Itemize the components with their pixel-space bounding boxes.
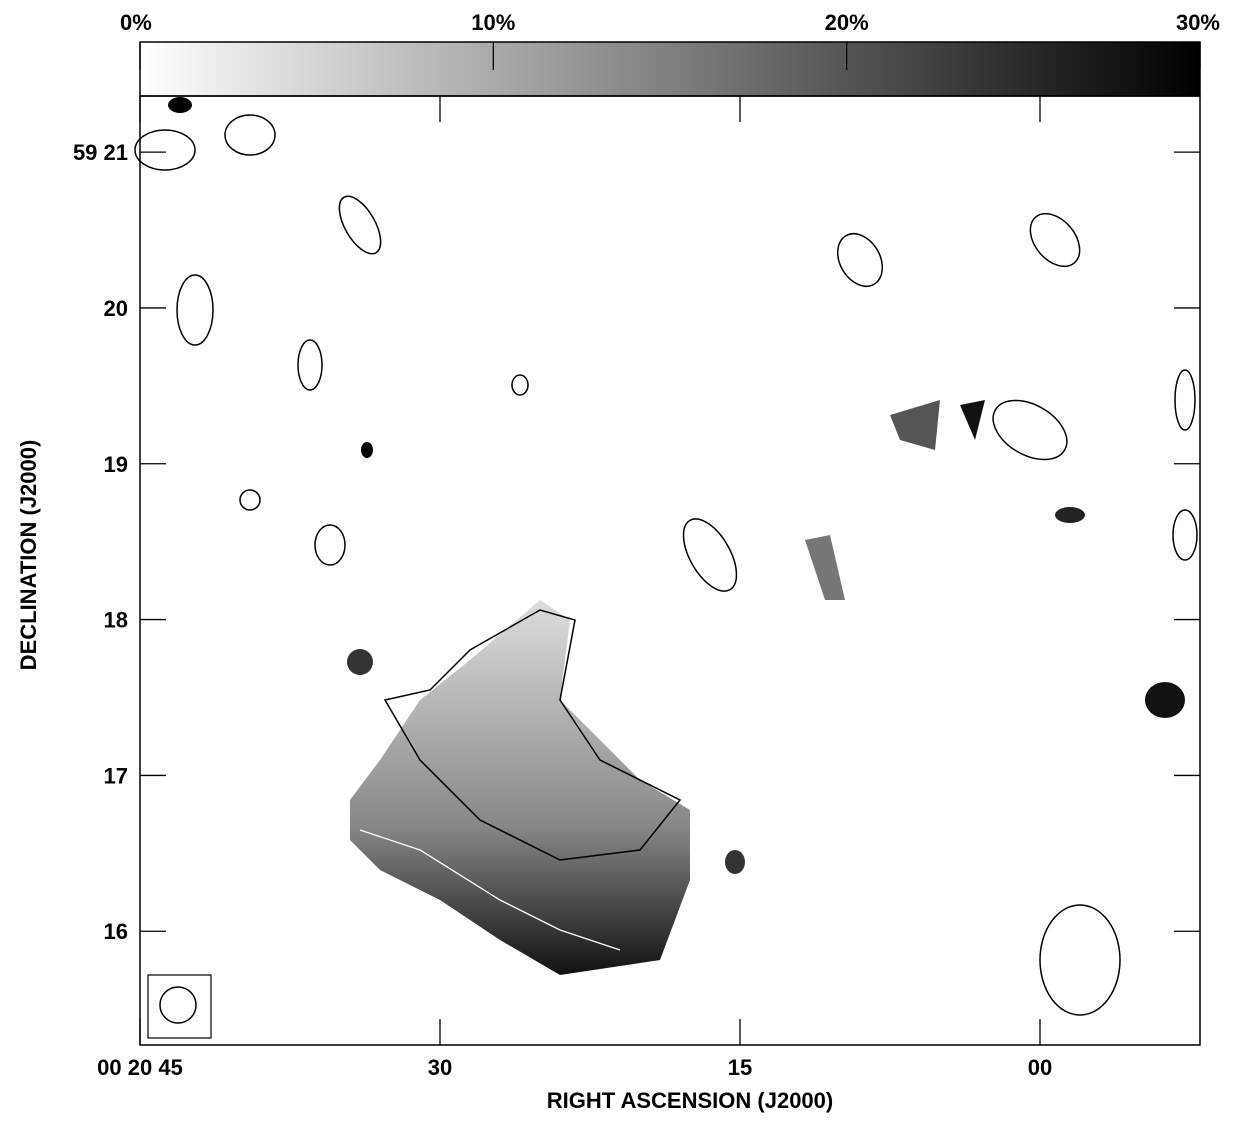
- colorbar: [139, 41, 1201, 97]
- y-tick-label: 20: [104, 296, 128, 321]
- colorbar-tick-label: 30%: [1176, 10, 1220, 35]
- x-tick-label: 15: [728, 1055, 752, 1080]
- colorbar-tick-label: 10%: [471, 10, 515, 35]
- y-tick-label: 17: [104, 763, 128, 788]
- colorbar-tick-label: 20%: [825, 10, 869, 35]
- colorbar-tick-label: 0%: [120, 10, 152, 35]
- y-tick-label: 16: [104, 919, 128, 944]
- image-content: [134, 97, 1198, 1039]
- y-tick-label: 59 21: [73, 140, 128, 165]
- x-tick-label: 00: [1028, 1055, 1052, 1080]
- x-tick-label: 30: [428, 1055, 452, 1080]
- x-tick-label: 00 20 45: [97, 1055, 183, 1080]
- plot-frame: [139, 95, 1201, 1046]
- y-axis-label: DECLINATION (J2000): [16, 440, 41, 671]
- y-tick-label: 19: [104, 452, 128, 477]
- y-tick-label: 18: [104, 608, 128, 633]
- x-axis-label: RIGHT ASCENSION (J2000): [547, 1088, 833, 1113]
